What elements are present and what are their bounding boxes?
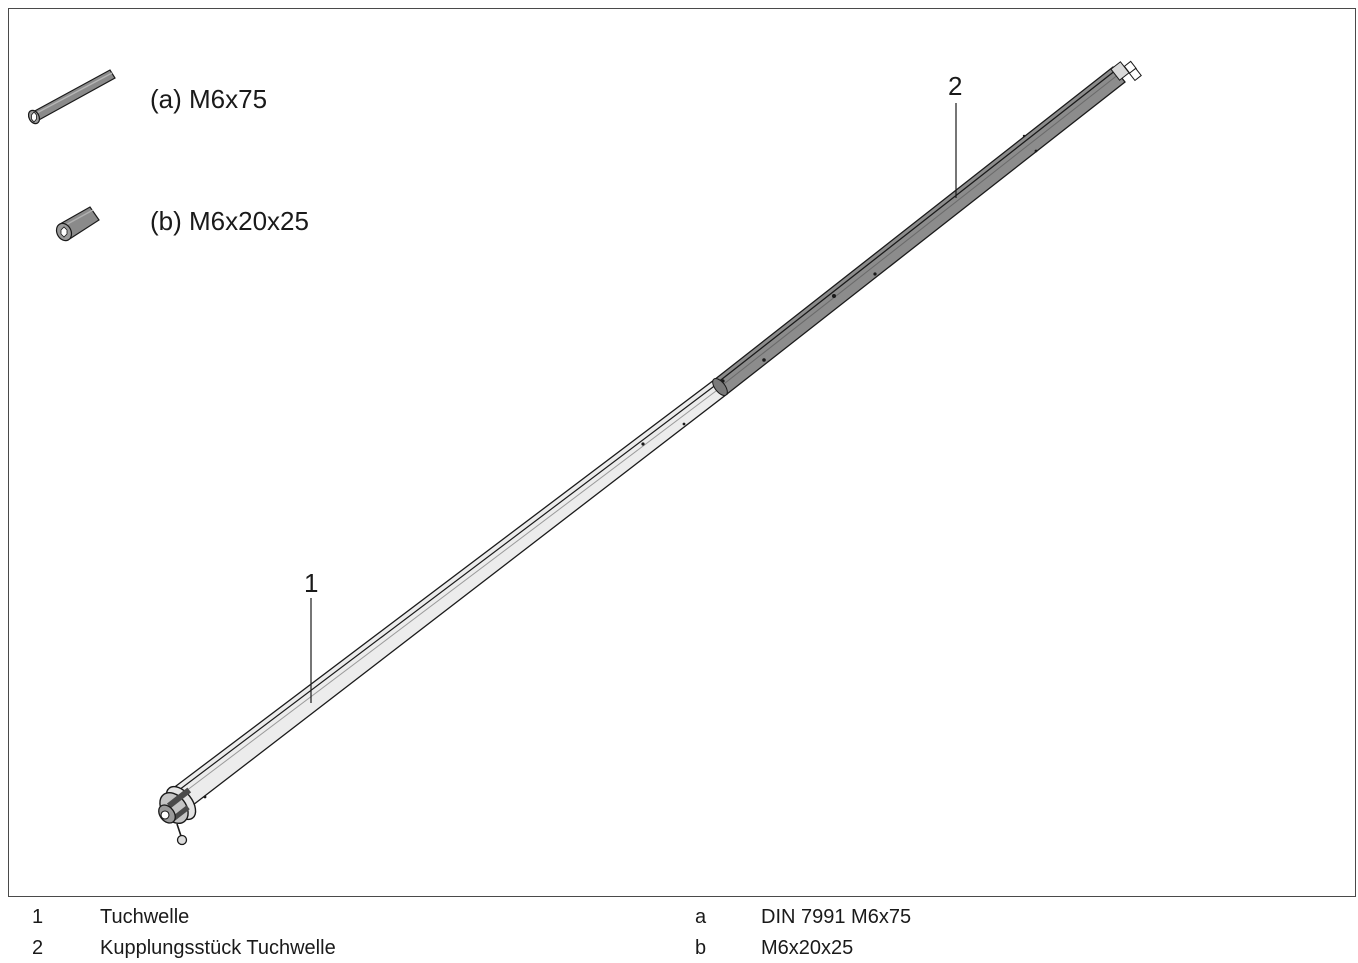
- diagram-frame: [8, 8, 1356, 896]
- callout-2-label: 2: [948, 71, 962, 101]
- drive-head-icon: [158, 785, 197, 846]
- exploded-view-drawing: (a) M6x75 (b) M6x20x25: [27, 60, 1142, 846]
- legend-key: 2: [32, 937, 44, 959]
- tube-coupling-2: [712, 60, 1142, 396]
- legend-text: Tuchwelle: [100, 906, 190, 928]
- screw-b-label: (b) M6x20x25: [150, 206, 309, 236]
- legend-key: b: [695, 937, 707, 959]
- legend-row: 2 Kupplungsstück Tuchwelle b M6x20x25: [8, 933, 1356, 963]
- screw-b-icon: [55, 206, 100, 242]
- callout-1-label: 1: [304, 568, 318, 598]
- screw-a-icon: [27, 69, 116, 125]
- parts-legend: 1 Tuchwelle a DIN 7991 M6x75 2 Kupplungs…: [8, 896, 1356, 963]
- legend-key: a: [695, 906, 707, 928]
- legend-text: DIN 7991 M6x75: [761, 906, 912, 928]
- legend-text: M6x20x25: [761, 937, 854, 959]
- legend-key: 1: [32, 906, 44, 928]
- legend-row: 1 Tuchwelle a DIN 7991 M6x75: [8, 902, 1356, 932]
- legend-text: Kupplungsstück Tuchwelle: [100, 937, 336, 959]
- tube-shaft-1: [175, 379, 728, 806]
- screw-a-label: (a) M6x75: [150, 84, 267, 114]
